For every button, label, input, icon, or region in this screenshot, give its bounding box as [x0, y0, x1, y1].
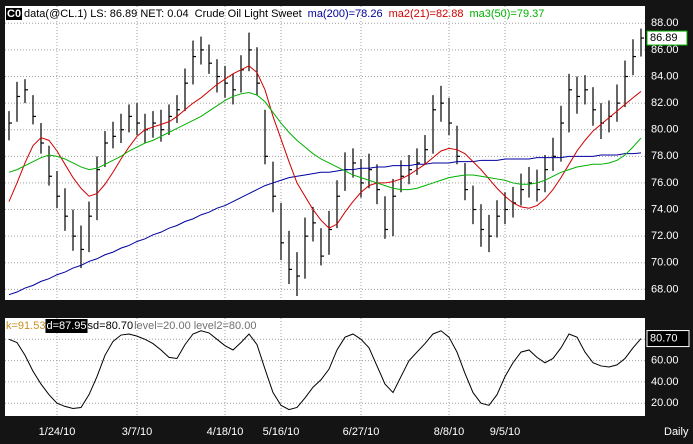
- y-tick-label: 76.00: [651, 177, 679, 189]
- y-tick-label: 72.00: [651, 230, 679, 242]
- x-tick-label: 1/24/10: [39, 426, 76, 438]
- y-tick-label: 68.00: [651, 283, 679, 295]
- x-tick-label: 6/27/10: [343, 426, 380, 438]
- last-value: 86.89: [650, 32, 678, 44]
- ma-line: [8, 65, 642, 229]
- symbol: C0: [7, 8, 21, 20]
- y-tick-label: 60.00: [651, 355, 679, 367]
- x-tick-label: 5/16/10: [263, 426, 300, 438]
- legend-entry: level=20.00 level2=80.00: [134, 320, 256, 332]
- y-tick-label: 84.00: [651, 70, 679, 82]
- x-tick-label: 8/8/10: [434, 426, 465, 438]
- x-tick-label: 9/5/10: [490, 426, 521, 438]
- legend-highlight: [45, 319, 88, 333]
- timeframe: Daily: [664, 426, 689, 438]
- symbol-box: [6, 8, 22, 20]
- x-tick-label: 4/18/10: [207, 426, 244, 438]
- y-tick-label: 78.00: [651, 150, 679, 162]
- last-value: 80.70: [650, 332, 678, 344]
- x-tick-label: 3/7/10: [122, 426, 153, 438]
- legend-entry: Crude Oil Light Sweet: [195, 8, 302, 20]
- legend-entry: data(@CL.1) LS: 86.89 NET: 0.04: [24, 8, 189, 20]
- legend-entry: ma(200)=78.26: [308, 8, 383, 20]
- y-tick-label: 40.00: [651, 376, 679, 388]
- last-value-box: [646, 330, 690, 348]
- y-tick-label: 86.00: [651, 44, 679, 56]
- y-tick-label: 88.00: [651, 17, 679, 29]
- y-tick-label: 20.00: [651, 397, 679, 409]
- legend-entry: d=87.95: [46, 320, 86, 332]
- y-tick-label: 82.00: [651, 97, 679, 109]
- y-tick-label: 70.00: [651, 257, 679, 269]
- last-value-box: [646, 30, 688, 46]
- legend-entry: sd=80.70: [88, 320, 134, 332]
- y-tick-label: 80.00: [651, 124, 679, 136]
- legend-entry: ma2(21)=82.88: [389, 8, 464, 20]
- ma-line: [8, 152, 642, 296]
- y-tick-label: 74.00: [651, 203, 679, 215]
- plot-area: [5, 318, 645, 416]
- stochastic-line: [8, 330, 642, 411]
- plot-area: [5, 6, 645, 300]
- ma-line: [8, 91, 642, 191]
- legend-entry: k=91.53: [6, 320, 45, 332]
- legend-entry: ma3(50)=79.37: [470, 8, 545, 20]
